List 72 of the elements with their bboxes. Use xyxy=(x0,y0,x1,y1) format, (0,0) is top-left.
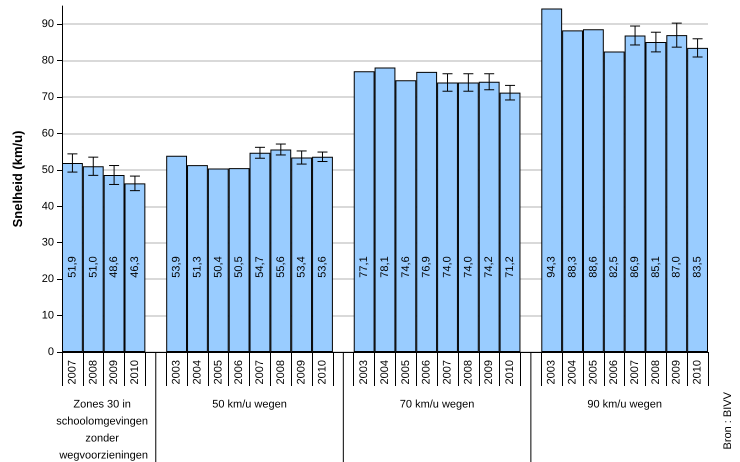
data-label: 50,4 xyxy=(212,256,224,278)
data-label: 88,3 xyxy=(566,256,579,278)
text: Bron : BIVV xyxy=(722,391,734,450)
x-tick-label: 2010 xyxy=(504,360,516,384)
x-tick-label: 2003 xyxy=(546,360,558,384)
x-tick-label: 2004 xyxy=(566,360,579,384)
x-tick-label: 2006 xyxy=(420,360,433,384)
x-tick-label: 2009 xyxy=(483,360,496,384)
x-tick-label: 2010 xyxy=(692,360,704,384)
y-tick-label: 0 xyxy=(48,346,54,358)
text: 50 km/u wegen xyxy=(212,398,287,410)
data-label: 74,0 xyxy=(462,256,474,278)
data-label: 74,6 xyxy=(400,256,412,278)
x-tick-label: 2006 xyxy=(608,360,620,384)
data-label: 77,1 xyxy=(358,256,370,278)
x-tick-label: 2005 xyxy=(587,360,600,384)
y-tick-label: 20 xyxy=(42,273,54,286)
data-label: 86,9 xyxy=(629,256,642,278)
x-tick-label: 2009 xyxy=(108,360,120,384)
x-tick-label: 2010 xyxy=(128,360,141,384)
data-label: 53,4 xyxy=(296,256,308,278)
text: 70 km/u wegen xyxy=(400,398,474,410)
x-tick-label: 2009 xyxy=(670,360,683,384)
data-label: 78,1 xyxy=(379,256,391,278)
x-tick-label: 2004 xyxy=(379,360,391,384)
data-label: 74,0 xyxy=(442,256,454,278)
x-tick-label: 2006 xyxy=(233,360,246,384)
x-tick-label: 2008 xyxy=(87,360,100,384)
y-tick-label: 10 xyxy=(42,310,54,322)
data-label: 46,3 xyxy=(128,256,141,278)
data-label: 51,9 xyxy=(66,256,78,278)
data-label: 51,0 xyxy=(87,256,100,278)
text: Zones 30 in schoolomgevingen zonder wegvoorzieningen xyxy=(56,398,152,462)
y-tick-label: 40 xyxy=(42,200,54,212)
x-tick-label: 2008 xyxy=(274,360,287,384)
data-label: 94,3 xyxy=(546,256,558,278)
x-tick-label: 2004 xyxy=(191,360,204,384)
y-tick-label: 60 xyxy=(42,127,54,140)
y-axis-title: Snelheid (km/u) xyxy=(10,130,25,228)
data-label: 76,9 xyxy=(420,256,433,278)
data-label: 51,3 xyxy=(191,256,204,278)
x-tick-label: 2007 xyxy=(254,360,266,384)
y-tick-label: 50 xyxy=(42,164,54,176)
data-label: 53,6 xyxy=(316,256,328,278)
y-tick-label: 80 xyxy=(42,54,54,67)
x-tick-label: 2008 xyxy=(650,360,662,384)
y-tick-label: 30 xyxy=(42,236,54,249)
y-tick-label: 70 xyxy=(42,91,54,104)
x-tick-label: 2005 xyxy=(212,360,224,384)
x-tick-label: 2009 xyxy=(296,360,308,384)
data-label: 50,5 xyxy=(233,256,246,278)
data-label: 71,2 xyxy=(504,256,516,278)
x-tick-label: 2005 xyxy=(400,360,412,384)
data-label: 54,7 xyxy=(254,256,266,278)
data-label: 87,0 xyxy=(670,256,683,278)
x-tick-label: 2003 xyxy=(358,360,370,384)
x-tick-label: 2010 xyxy=(316,360,328,384)
y-tick-label: 90 xyxy=(42,18,54,30)
x-tick-label: 2007 xyxy=(442,360,454,384)
data-label: 74,2 xyxy=(483,256,496,278)
data-label: 55,6 xyxy=(274,256,287,278)
x-tick-label: 2007 xyxy=(629,360,642,384)
x-tick-label: 2008 xyxy=(462,360,474,384)
data-label: 82,5 xyxy=(608,256,620,278)
data-label: 53,9 xyxy=(170,256,183,278)
data-label: 83,5 xyxy=(692,256,704,278)
data-label: 85,1 xyxy=(650,256,662,278)
x-tick-label: 2007 xyxy=(66,360,78,384)
data-label: 48,6 xyxy=(108,256,120,278)
x-tick-label: 2003 xyxy=(170,360,183,384)
data-label: 88,6 xyxy=(587,256,600,278)
text: 90 km/u wegen xyxy=(587,398,662,410)
